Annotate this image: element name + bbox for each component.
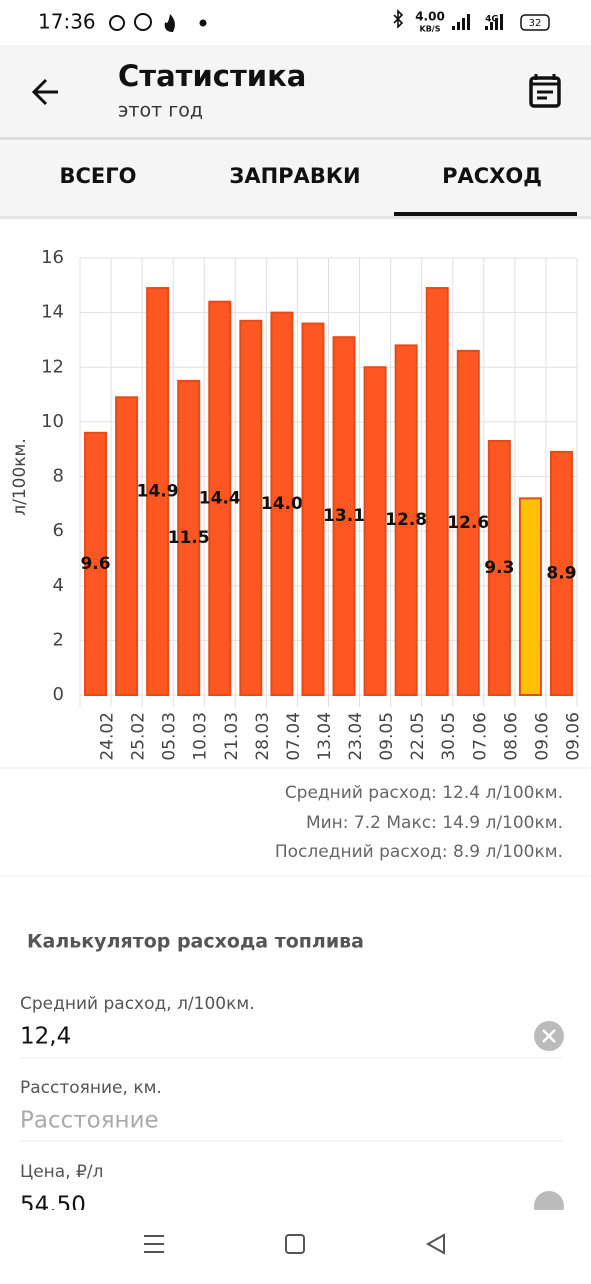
bar <box>518 497 542 696</box>
app-subtitle: этот год <box>118 100 203 122</box>
battery-icon <box>520 14 550 31</box>
data-label: 9.3 <box>484 558 514 578</box>
data-label: 13.1 <box>323 506 365 526</box>
app-bar <box>0 45 591 137</box>
nav-home[interactable] <box>285 1234 305 1254</box>
bar <box>425 287 449 696</box>
bar <box>549 450 573 697</box>
shadow <box>0 137 591 140</box>
app-title: Статистика <box>118 59 306 93</box>
data-label: 12.6 <box>447 513 489 533</box>
bar <box>394 344 418 696</box>
status-dot <box>199 19 207 27</box>
network-type: 4G <box>485 15 499 25</box>
shadow <box>0 216 591 219</box>
y-tick-label: 8 <box>53 466 64 487</box>
bluetooth-icon <box>393 9 404 29</box>
data-label: 14.4 <box>199 488 241 508</box>
x-tick-label: 21.03 <box>222 712 242 761</box>
bar <box>456 349 480 696</box>
y-tick-label: 12 <box>41 356 64 377</box>
x-tick-label: 08.06 <box>501 712 521 761</box>
y-axis-label: л/100км. <box>10 438 30 516</box>
tab[interactable]: ВСЕГО <box>60 164 137 188</box>
calculator-title: Калькулятор расхода топлива <box>27 931 364 953</box>
tab-bar <box>0 140 591 216</box>
data-label: 14.9 <box>137 482 179 502</box>
signal-icon <box>452 14 470 30</box>
data-label: 8.9 <box>546 563 576 583</box>
bar <box>301 322 325 696</box>
nav-menu[interactable] <box>144 1235 164 1253</box>
x-tick-label: 13.04 <box>315 712 335 761</box>
y-tick-label: 16 <box>41 247 64 268</box>
bar <box>208 300 232 696</box>
tab-indicator <box>394 212 577 216</box>
field-value[interactable]: 12,4 <box>20 1024 71 1050</box>
summary-line: Средний расход: 12.4 л/100км. <box>285 783 563 803</box>
bar <box>487 439 511 696</box>
status-time: 17:36 <box>38 10 96 34</box>
status-icon <box>134 13 152 31</box>
field-placeholder[interactable]: Расстояние <box>20 1108 159 1134</box>
summary-line: Мин: 7.2 Макс: 14.9 л/100км. <box>306 813 563 833</box>
status-icon <box>109 15 125 31</box>
x-tick-label: 07.06 <box>470 712 490 761</box>
data-label: 14.0 <box>261 494 303 514</box>
tab[interactable]: РАСХОД <box>442 164 542 188</box>
field-label: Цена, ₽/л <box>20 1162 103 1182</box>
x-tick-label: 10.03 <box>191 712 211 761</box>
bar <box>146 287 170 696</box>
x-tick-label: 09.06 <box>532 712 552 761</box>
bar <box>84 431 108 696</box>
field-label: Расстояние, км. <box>20 1078 162 1098</box>
x-tick-label: 09.05 <box>377 712 397 761</box>
back-button[interactable] <box>31 78 58 106</box>
chart: л/100км. 0 2 4 6 8 10 12 14 16 24.02 9.6 25.02 05.03… <box>10 247 583 761</box>
y-tick-label: 6 <box>53 520 64 541</box>
x-tick-label: 09.06 <box>563 712 583 761</box>
y-tick-label: 0 <box>53 684 64 705</box>
battery-level: 32 <box>529 18 542 29</box>
bar <box>270 311 294 696</box>
y-tick-label: 4 <box>53 575 64 596</box>
bar <box>239 319 263 696</box>
bar <box>363 366 387 696</box>
x-tick-label: 05.03 <box>160 712 180 761</box>
field-label: Средний расход, л/100км. <box>20 994 255 1014</box>
y-tick-label: 10 <box>41 411 64 432</box>
x-tick-label: 24.02 <box>98 712 118 761</box>
bar <box>332 336 356 696</box>
y-tick-label: 2 <box>53 629 64 650</box>
tab[interactable]: ЗАПРАВКИ <box>229 164 360 188</box>
y-tick-label: 14 <box>41 302 64 323</box>
signal-icon <box>485 14 503 30</box>
x-tick-label: 25.02 <box>129 712 149 761</box>
bar <box>177 379 201 696</box>
data-label: 11.5 <box>168 528 210 548</box>
data-label: 12.8 <box>385 510 427 530</box>
bar <box>115 396 139 696</box>
calendar-button[interactable] <box>529 74 561 108</box>
nav-bar <box>0 1210 591 1280</box>
summary-line: Последний расход: 8.9 л/100км. <box>275 842 563 862</box>
data-label: 9.6 <box>80 554 110 574</box>
clear-button[interactable] <box>534 1021 564 1051</box>
x-tick-label: 07.04 <box>284 712 304 761</box>
nav-back[interactable] <box>425 1233 445 1255</box>
net-speed: 4.00 <box>415 10 445 24</box>
status-icon <box>164 14 175 32</box>
net-speed-unit: KB/S <box>420 25 441 34</box>
x-tick-label: 23.04 <box>346 712 366 761</box>
x-tick-label: 30.05 <box>439 712 459 761</box>
x-tick-label: 22.05 <box>408 712 428 761</box>
x-tick-label: 28.03 <box>253 712 273 761</box>
